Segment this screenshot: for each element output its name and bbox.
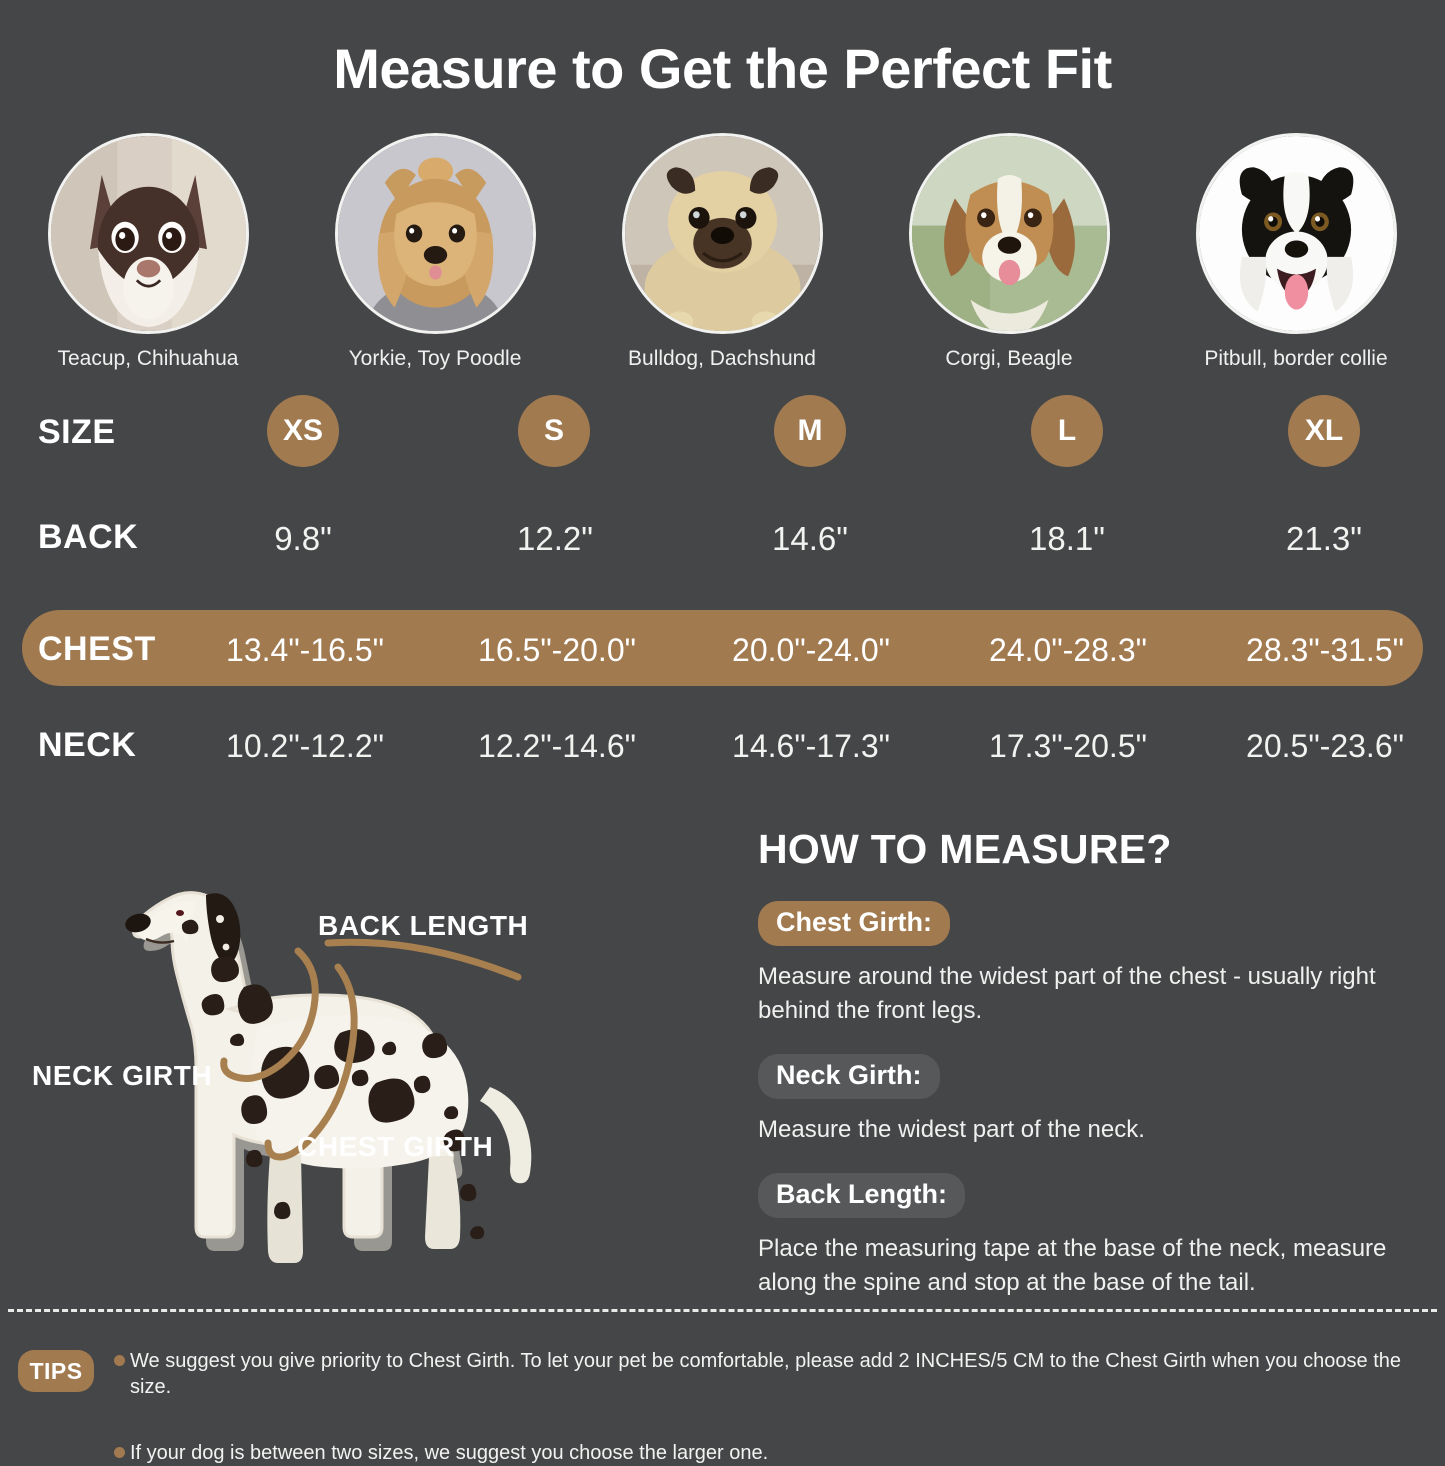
breed-label: Corgi, Beagle xyxy=(945,347,1073,370)
back-value-l: 18.1" xyxy=(1029,520,1105,557)
table-row-neck: NECK 10.2"-12.2" 12.2"-14.6" 14.6"-17.3"… xyxy=(0,726,1445,782)
table-row-chest: CHEST 13.4"-16.5" 16.5"-20.0" 20.0"-24.0… xyxy=(0,610,1445,686)
table-row-size: SIZE XS S M L XL xyxy=(0,395,1445,471)
pug-photo xyxy=(621,133,823,334)
chest-value-m: 20.0"-24.0" xyxy=(732,632,890,668)
back-value-m: 14.6" xyxy=(772,520,848,557)
breed-cell-m: Bulldog, Dachshund xyxy=(592,133,852,371)
row-label-size: SIZE xyxy=(38,413,116,451)
chest-value-l: 24.0"-28.3" xyxy=(989,632,1147,668)
how-to-measure-section: HOW TO MEASURE? Chest Girth: Measure aro… xyxy=(758,826,1428,1326)
back-value-xl: 21.3" xyxy=(1286,520,1362,557)
bullet-dot-icon xyxy=(114,1355,125,1366)
bullet-dot-icon xyxy=(114,1447,125,1458)
neck-value-m: 14.6"-17.3" xyxy=(732,728,890,764)
breed-cell-l: Corgi, Beagle xyxy=(879,133,1139,371)
chest-value-s: 16.5"-20.0" xyxy=(478,632,636,668)
breed-cell-s: Yorkie, Toy Poodle xyxy=(305,133,565,371)
beagle-photo xyxy=(908,133,1110,334)
tips-badge: TIPS xyxy=(18,1350,94,1392)
breed-label: Yorkie, Toy Poodle xyxy=(348,347,522,370)
breed-label: Teacup, Chihuahua xyxy=(57,347,239,370)
neck-value-s: 12.2"-14.6" xyxy=(478,728,636,764)
measure-item-neck-girth: Neck Girth: Measure the widest part of t… xyxy=(758,1054,1428,1147)
chest-value-xl: 28.3"-31.5" xyxy=(1246,632,1404,668)
breed-photo-row: Teacup, Chihuahua xyxy=(0,133,1445,373)
measure-text-neck-girth: Measure the widest part of the neck. xyxy=(758,1116,1145,1144)
back-value-s: 12.2" xyxy=(517,520,593,557)
row-label-neck: NECK xyxy=(38,726,137,764)
neck-value-xs: 10.2"-12.2" xyxy=(226,728,384,764)
row-label-back: BACK xyxy=(38,518,139,556)
how-to-measure-title: HOW TO MEASURE? xyxy=(758,826,1172,872)
table-row-back: BACK 9.8" 12.2" 14.6" 18.1" 21.3" xyxy=(0,518,1445,574)
border-collie-photo xyxy=(1195,133,1397,334)
back-value-xs: 9.8" xyxy=(274,520,332,557)
chest-row-highlight xyxy=(22,610,1423,686)
tip-line: If your dog is between two sizes, we sug… xyxy=(14,1440,1434,1466)
measure-item-chest-girth: Chest Girth: Measure around the widest p… xyxy=(758,901,1428,1028)
size-badge-xl: XL xyxy=(1288,395,1360,467)
diagram-label-back-length: BACK LENGTH xyxy=(318,910,529,941)
diagram-label-chest-girth: CHEST GIRTH xyxy=(297,1131,494,1162)
measure-text-chest-girth: Measure around the widest part of the ch… xyxy=(758,963,1376,1025)
page-title: Measure to Get the Perfect Fit xyxy=(333,37,1112,100)
neck-value-l: 17.3"-20.5" xyxy=(989,728,1147,764)
measure-text-back-length: Place the measuring tape at the base of … xyxy=(758,1235,1387,1297)
diagram-label-neck-girth: NECK GIRTH xyxy=(32,1060,213,1091)
measure-item-back-length: Back Length: Place the measuring tape at… xyxy=(758,1173,1428,1300)
tips-section: TIPS We suggest you give priority to Che… xyxy=(14,1348,1434,1466)
row-label-chest: CHEST xyxy=(38,630,156,668)
tip-line: We suggest you give priority to Chest Gi… xyxy=(14,1348,1434,1400)
size-badge-l: L xyxy=(1031,395,1103,467)
size-badge-m: M xyxy=(774,395,846,467)
chihuahua-photo xyxy=(47,133,249,334)
tip-text: We suggest you give priority to Chest Gi… xyxy=(130,1350,1402,1398)
measure-tag-neck-girth: Neck Girth: xyxy=(758,1054,940,1100)
dog-measurement-diagram: BACK LENGTH NECK GIRTH CHEST GIRTH xyxy=(20,855,730,1285)
size-badge-xs: XS xyxy=(267,395,339,467)
yorkie-photo xyxy=(334,133,536,334)
size-badge-s: S xyxy=(518,395,590,467)
chest-value-xs: 13.4"-16.5" xyxy=(226,632,384,668)
measure-tag-chest-girth: Chest Girth: xyxy=(758,901,951,946)
breed-cell-xl: Pitbull, border collie xyxy=(1166,133,1426,371)
breed-cell-xs: Teacup, Chihuahua xyxy=(18,133,278,371)
breed-label: Bulldog, Dachshund xyxy=(628,347,816,370)
tip-text: If your dog is between two sizes, we sug… xyxy=(130,1442,769,1464)
measure-tag-back-length: Back Length: xyxy=(758,1173,966,1219)
section-divider xyxy=(8,1309,1437,1312)
breed-label: Pitbull, border collie xyxy=(1204,347,1388,370)
neck-value-xl: 20.5"-23.6" xyxy=(1246,728,1404,764)
